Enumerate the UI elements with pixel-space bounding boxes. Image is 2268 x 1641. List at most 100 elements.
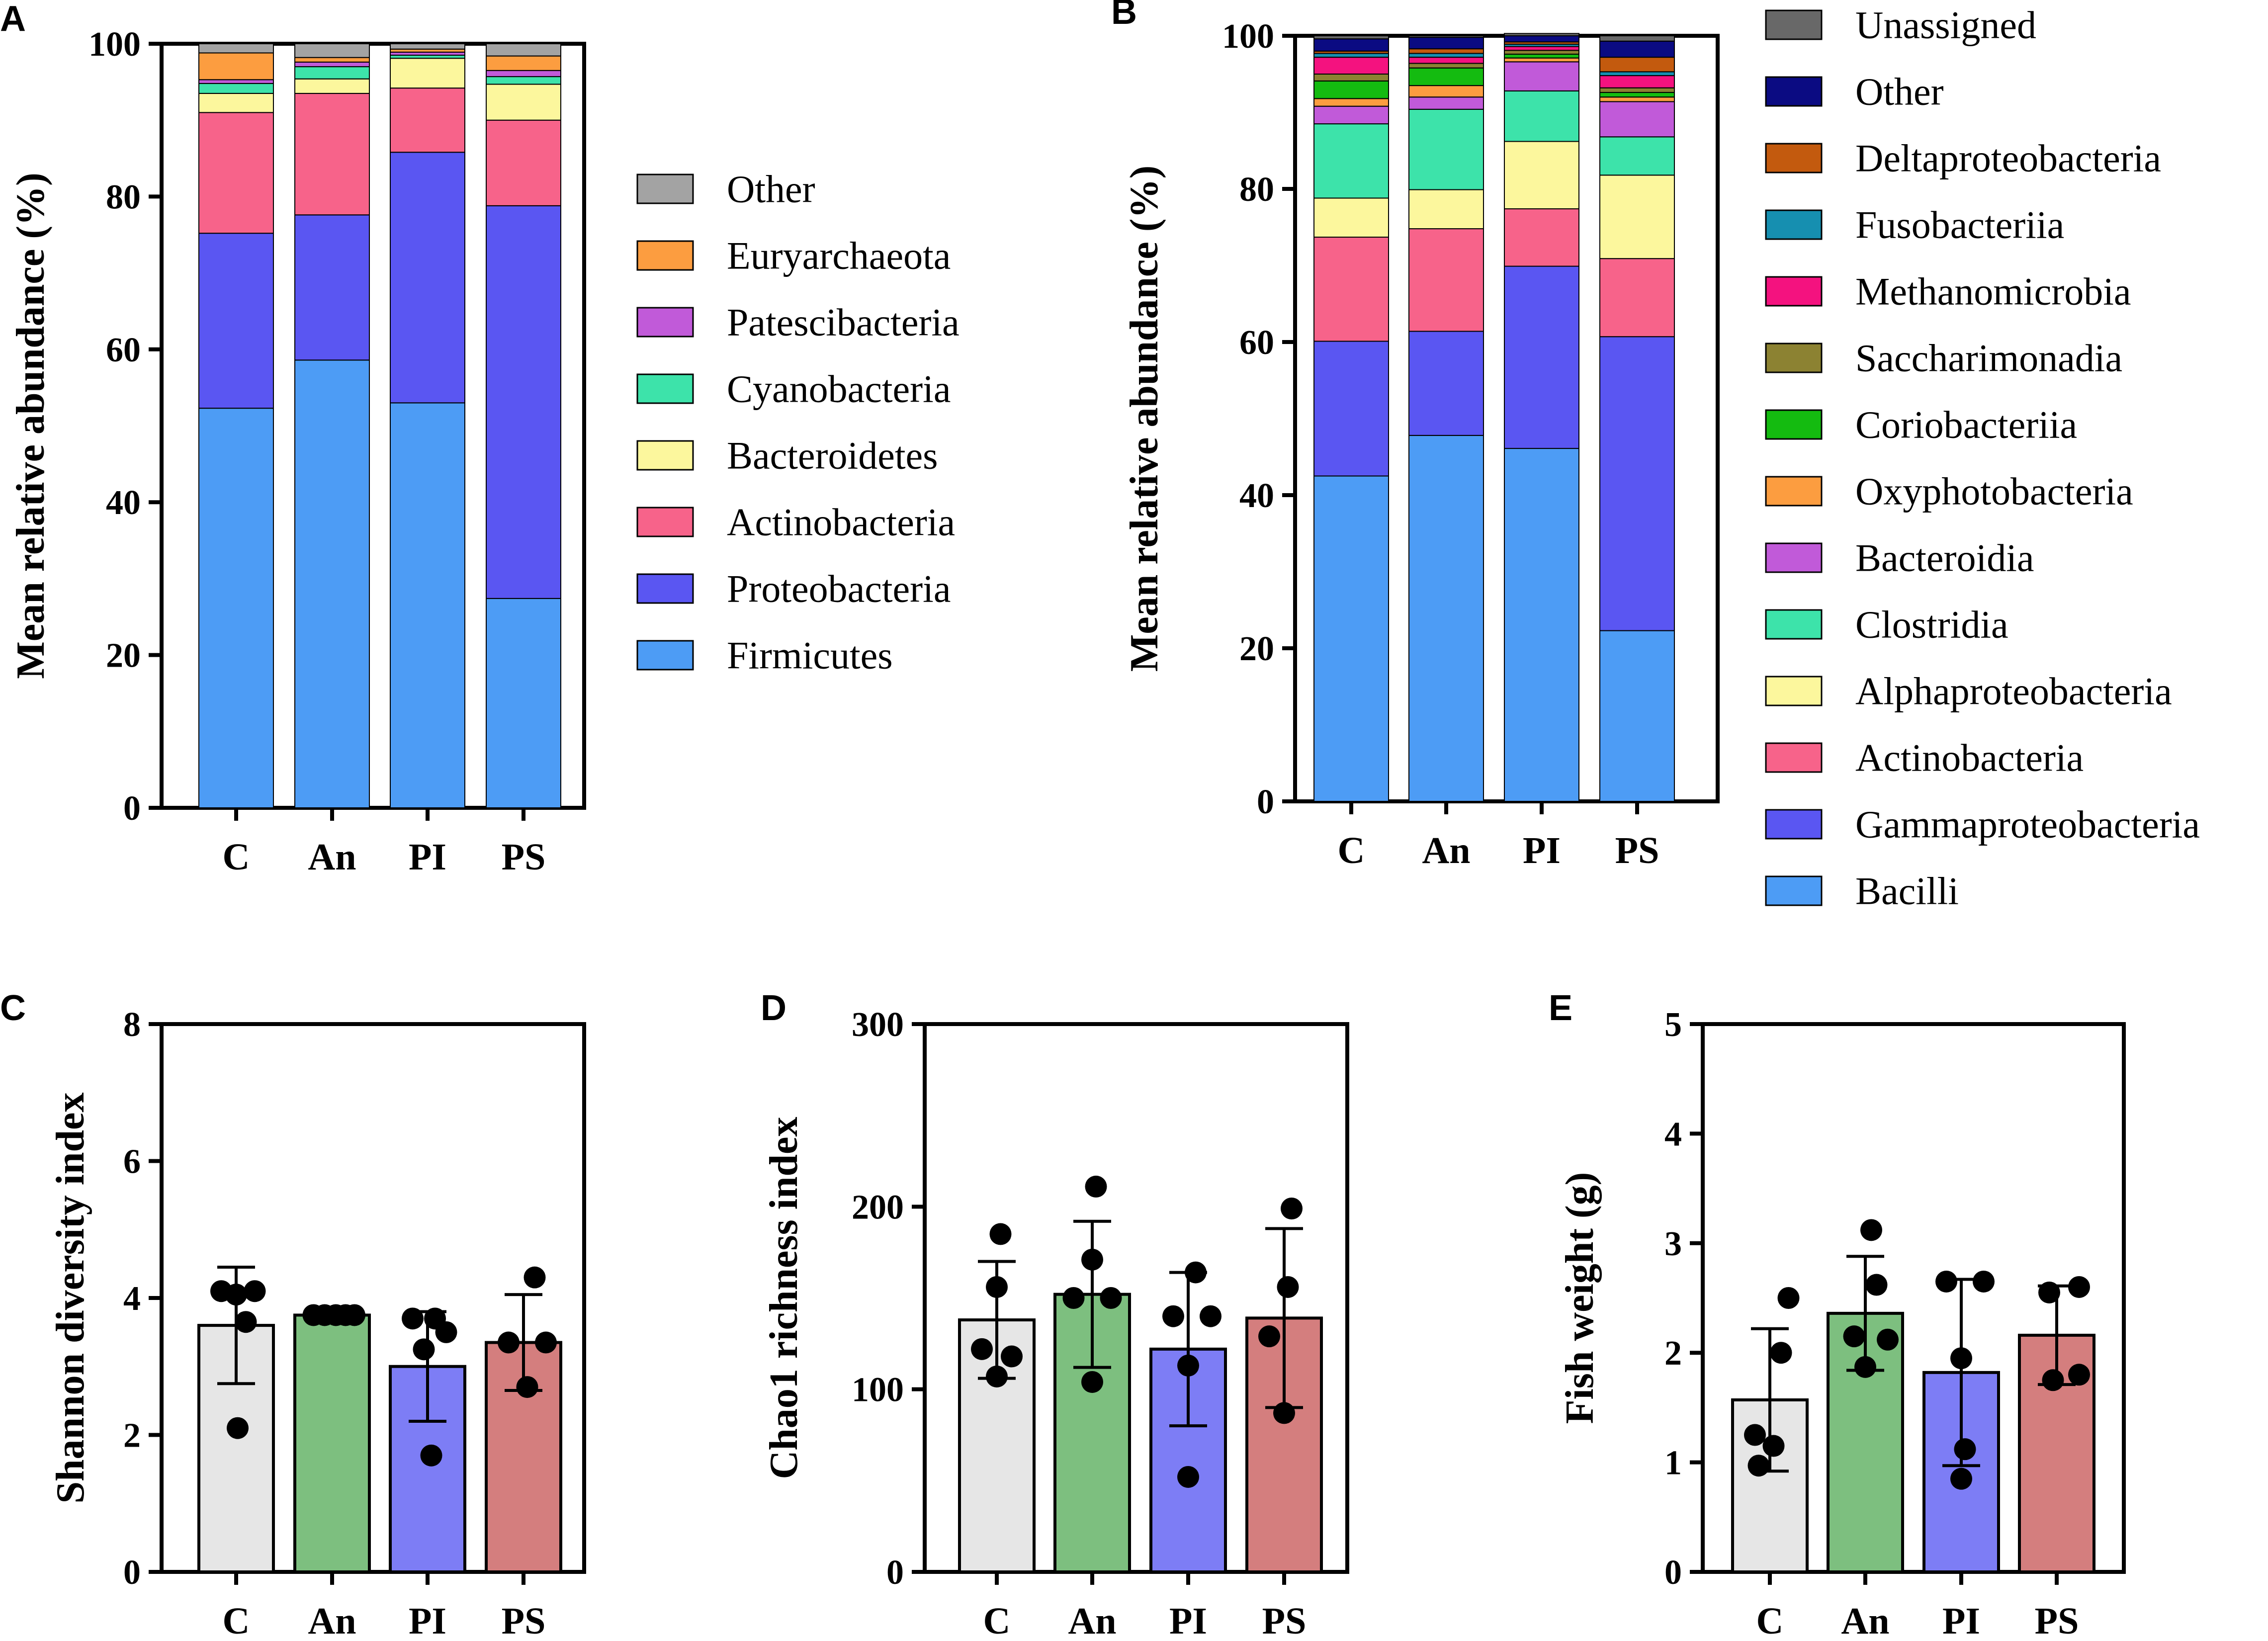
bar-segment xyxy=(294,214,370,361)
legend: Unassigned Other Deltaproteobacteria Fusoba… xyxy=(1765,3,2200,913)
bar-segment xyxy=(1408,53,1484,58)
stacked-bar-PS xyxy=(486,43,561,809)
y-tick-label: 6 xyxy=(123,1143,141,1181)
bar-segment xyxy=(294,359,370,808)
bar-group-PI xyxy=(1149,1261,1227,1573)
x-category-label: PS xyxy=(1615,830,1659,871)
data-point xyxy=(1744,1424,1766,1446)
y-tick-label: 3 xyxy=(1664,1225,1682,1263)
bar-segment xyxy=(1599,101,1675,138)
bar-segment xyxy=(1504,141,1579,210)
data-point xyxy=(1081,1248,1103,1271)
legend-label: Unassigned xyxy=(1855,3,2036,47)
y-tick-label: 2 xyxy=(123,1417,141,1455)
data-point xyxy=(235,1311,257,1333)
legend-label: Coriobacteriia xyxy=(1855,403,2077,446)
legend-swatch xyxy=(1765,676,1823,706)
data-point xyxy=(1973,1270,1995,1293)
bar-segment xyxy=(1408,35,1484,38)
bar-segment xyxy=(1504,90,1579,142)
bar-segment xyxy=(486,70,561,78)
legend-label: Clostridia xyxy=(1855,603,2008,646)
data-point xyxy=(498,1331,520,1354)
y-tick-label: 100 xyxy=(852,1371,904,1409)
stacked-bar-PS xyxy=(1599,35,1675,802)
data-point xyxy=(986,1365,1008,1387)
x-category-label: An xyxy=(1422,830,1470,871)
bar-segment xyxy=(198,408,274,808)
data-point xyxy=(1258,1325,1280,1348)
bar-segment xyxy=(198,233,274,409)
bar-segment xyxy=(1504,208,1579,267)
bar-segment xyxy=(1408,67,1484,86)
x-category-label: PS xyxy=(502,1600,546,1641)
data-point xyxy=(1860,1219,1882,1241)
legend-swatch xyxy=(1765,609,1823,640)
data-point xyxy=(344,1304,365,1326)
bar-group-C xyxy=(197,1266,275,1574)
legend-swatch xyxy=(1765,76,1823,107)
legend-label: Methanomicrobia xyxy=(1855,270,2131,313)
legend-label: Actinobacteria xyxy=(727,501,955,544)
bar-segment xyxy=(294,78,370,94)
data-point xyxy=(1865,1274,1888,1296)
data-point xyxy=(1950,1468,1972,1490)
y-tick-label: 20 xyxy=(106,637,141,675)
panel-letter: C xyxy=(0,988,26,1028)
bar-segment xyxy=(1408,189,1484,230)
bar-segment xyxy=(390,152,465,404)
data-point xyxy=(2068,1276,2090,1298)
data-point xyxy=(1277,1276,1299,1298)
data-point xyxy=(244,1280,266,1302)
plot-frame xyxy=(1701,1022,2126,1574)
y-tick-label: 100 xyxy=(1222,17,1274,56)
bar-segment xyxy=(1313,98,1389,107)
y-axis-title: Shannon diversity index xyxy=(49,1093,92,1504)
legend-label: Actinobacteria xyxy=(1855,736,2084,779)
x-category-label: C xyxy=(223,1600,250,1641)
data-point xyxy=(1854,1356,1876,1378)
legend-label: Fusobacteriia xyxy=(1855,203,2064,247)
bar-segment xyxy=(1408,434,1484,802)
y-tick-label: 80 xyxy=(106,178,141,216)
legend-swatch xyxy=(1765,9,1823,40)
legend-swatch xyxy=(636,373,694,404)
legend-swatch xyxy=(636,640,694,671)
bar-segment xyxy=(1313,237,1389,342)
x-category-label: C xyxy=(1338,830,1365,871)
data-point xyxy=(989,1223,1012,1245)
data-point xyxy=(1001,1345,1023,1368)
bar-segment xyxy=(1313,57,1389,75)
y-tick-label: 5 xyxy=(1664,1006,1682,1044)
x-category-label: PI xyxy=(409,1600,446,1641)
data-point xyxy=(1281,1198,1303,1220)
y-tick-label: 300 xyxy=(852,1006,904,1044)
bar-segment xyxy=(1313,197,1389,238)
data-point xyxy=(402,1307,424,1330)
legend-swatch xyxy=(636,507,694,537)
bar-segment xyxy=(294,92,370,216)
legend-label: Other xyxy=(727,168,815,211)
bar-segment xyxy=(1408,96,1484,110)
bar-segment xyxy=(1313,105,1389,125)
bar-segment xyxy=(1313,74,1389,82)
bar-segment xyxy=(1504,33,1579,36)
bar-segment xyxy=(198,52,274,81)
bar-segment xyxy=(1599,40,1675,58)
bar-segment xyxy=(1408,85,1484,98)
data-point xyxy=(1777,1287,1800,1309)
y-tick-label: 4 xyxy=(123,1280,141,1318)
data-point xyxy=(1185,1261,1207,1284)
data-point xyxy=(1162,1305,1184,1327)
y-axis-title: Fish weight (g) xyxy=(1558,1172,1602,1424)
bar-segment xyxy=(1504,448,1579,802)
data-point xyxy=(1747,1455,1770,1477)
y-tick-label: 60 xyxy=(1239,324,1274,362)
y-axis-title: Mean relative abundance (%) xyxy=(1123,166,1166,672)
x-category-label: An xyxy=(308,836,356,878)
y-tick-label: 20 xyxy=(1239,630,1274,668)
legend-swatch xyxy=(1765,476,1823,507)
legend-swatch xyxy=(1765,343,1823,373)
x-category-label: PI xyxy=(1169,1600,1207,1641)
bar-segment xyxy=(1599,136,1675,176)
